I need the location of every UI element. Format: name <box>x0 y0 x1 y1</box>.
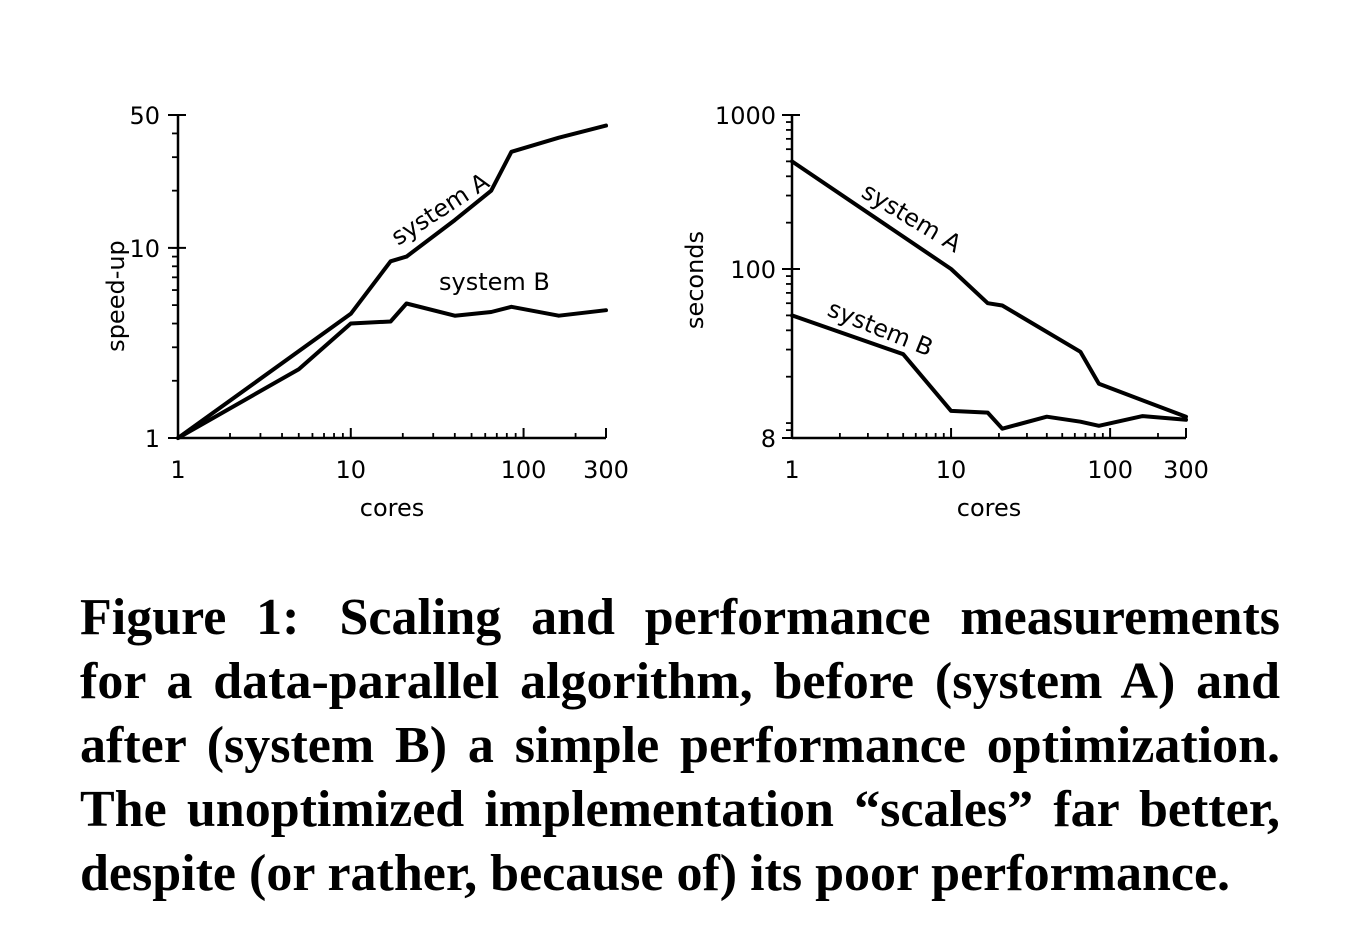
y-tick-label: 1 <box>145 425 160 453</box>
y-axis-title: speed-up <box>102 240 130 352</box>
x-tick-label: 100 <box>1087 456 1133 484</box>
figure-caption: Figure 1: Scaling and performance measure… <box>80 586 1280 906</box>
series-line-system-a <box>176 123 608 440</box>
x-tick-label: 10 <box>336 456 367 484</box>
y-tick-label: 10 <box>129 235 160 263</box>
y-tick-label: 50 <box>129 102 160 130</box>
x-axis-title: cores <box>360 494 425 522</box>
y-tick-label: 1000 <box>715 102 776 130</box>
caption-label: Figure 1: <box>80 589 300 646</box>
x-tick-label: 1 <box>170 456 185 484</box>
figure-charts: 1 10 100 300 1 10 50 cores speed-up system A syste… <box>102 102 1209 522</box>
series-label-system-b: system B <box>439 268 550 296</box>
x-tick-label: 10 <box>936 456 967 484</box>
series-label-system-b: system B <box>824 295 937 362</box>
x-tick-label: 100 <box>501 456 547 484</box>
x-tick-label: 1 <box>784 456 799 484</box>
y-axis-title: seconds <box>681 231 709 329</box>
speedup-chart: 1 10 100 300 1 10 50 cores speed-up system A syste… <box>102 102 629 522</box>
series-line-system-b <box>790 313 1188 431</box>
y-tick-label: 8 <box>761 425 776 453</box>
caption-text: Scaling and performance measurements for… <box>80 589 1281 902</box>
x-axis-title: cores <box>957 494 1022 522</box>
series-line-system-b <box>176 301 608 440</box>
y-tick-label: 100 <box>730 256 776 284</box>
series-line-system-a <box>790 159 1188 419</box>
x-tick-label: 300 <box>1163 456 1209 484</box>
x-tick-label: 300 <box>583 456 629 484</box>
series-label-system-a: system A <box>386 167 495 251</box>
